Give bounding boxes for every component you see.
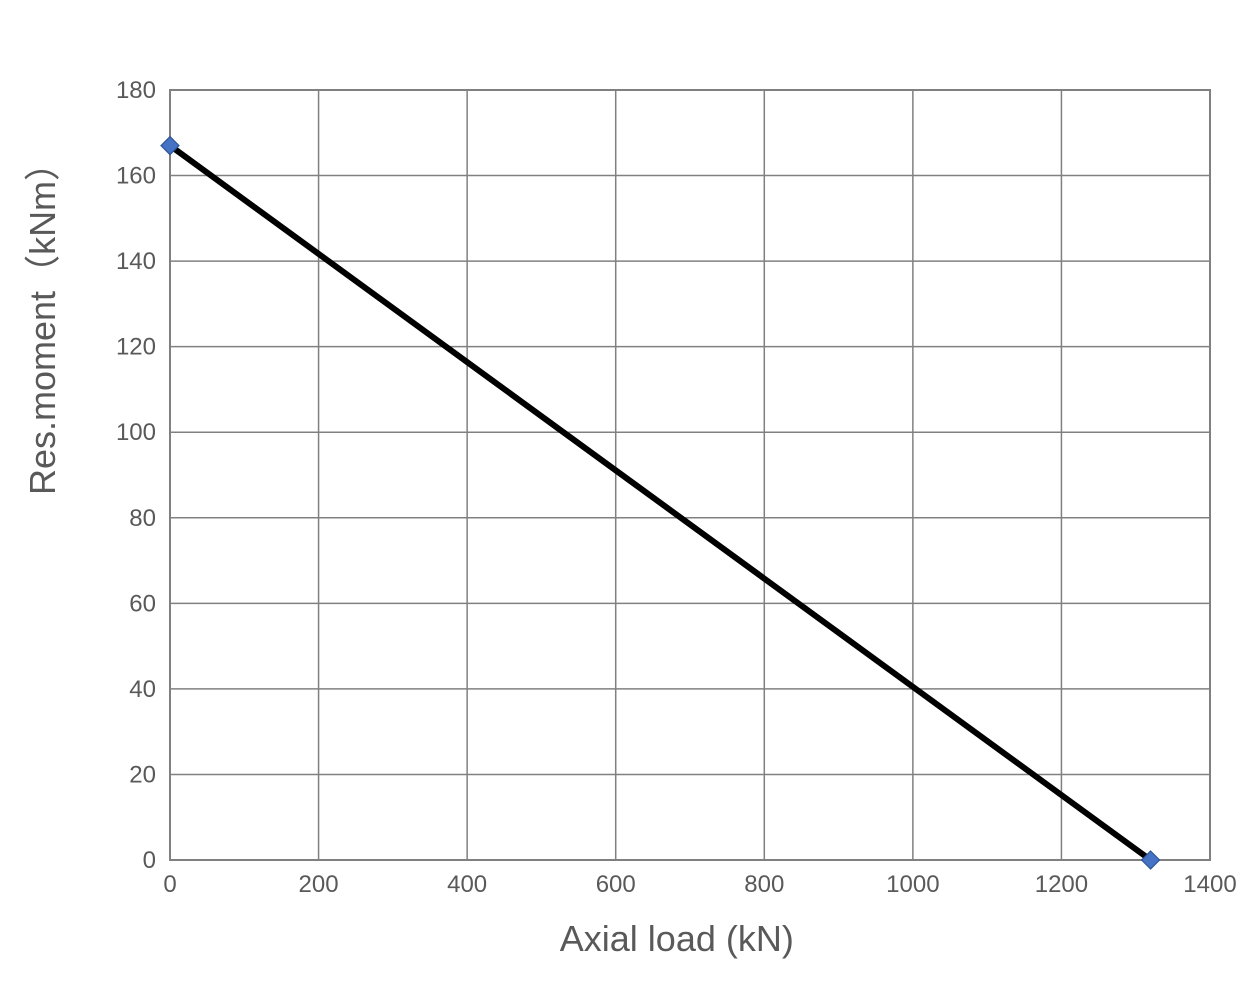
y-axis-label: Res.moment（kNm） [14,145,66,495]
x-tick-label: 600 [596,871,636,898]
x-tick-label: 1400 [1183,871,1236,898]
x-tick-label: 0 [163,871,176,898]
x-axis-label: Axial load (kN) [560,918,794,960]
x-tick-label: 800 [744,871,784,898]
y-tick-label: 40 [129,676,156,703]
y-tick-label: 20 [129,761,156,788]
y-tick-label: 60 [129,590,156,617]
y-tick-label: 0 [143,847,156,874]
x-tick-label: 1200 [1035,871,1088,898]
chart-container: 0 200 400 600 800 1000 1200 1400 0 20 40 60 80 100 120… [0,0,1260,990]
y-tick-label: 120 [116,334,156,361]
y-tick-label: 100 [116,419,156,446]
y-tick-label: 160 [116,163,156,190]
chart-svg: 0 200 400 600 800 1000 1200 1400 0 20 40 60 80 100 120… [0,0,1260,990]
y-tick-label: 140 [116,248,156,275]
y-tick-label: 80 [129,505,156,532]
y-tick-label: 180 [116,77,156,104]
x-tick-label: 400 [447,871,487,898]
x-tick-label: 200 [299,871,339,898]
x-tick-label: 1000 [886,871,939,898]
